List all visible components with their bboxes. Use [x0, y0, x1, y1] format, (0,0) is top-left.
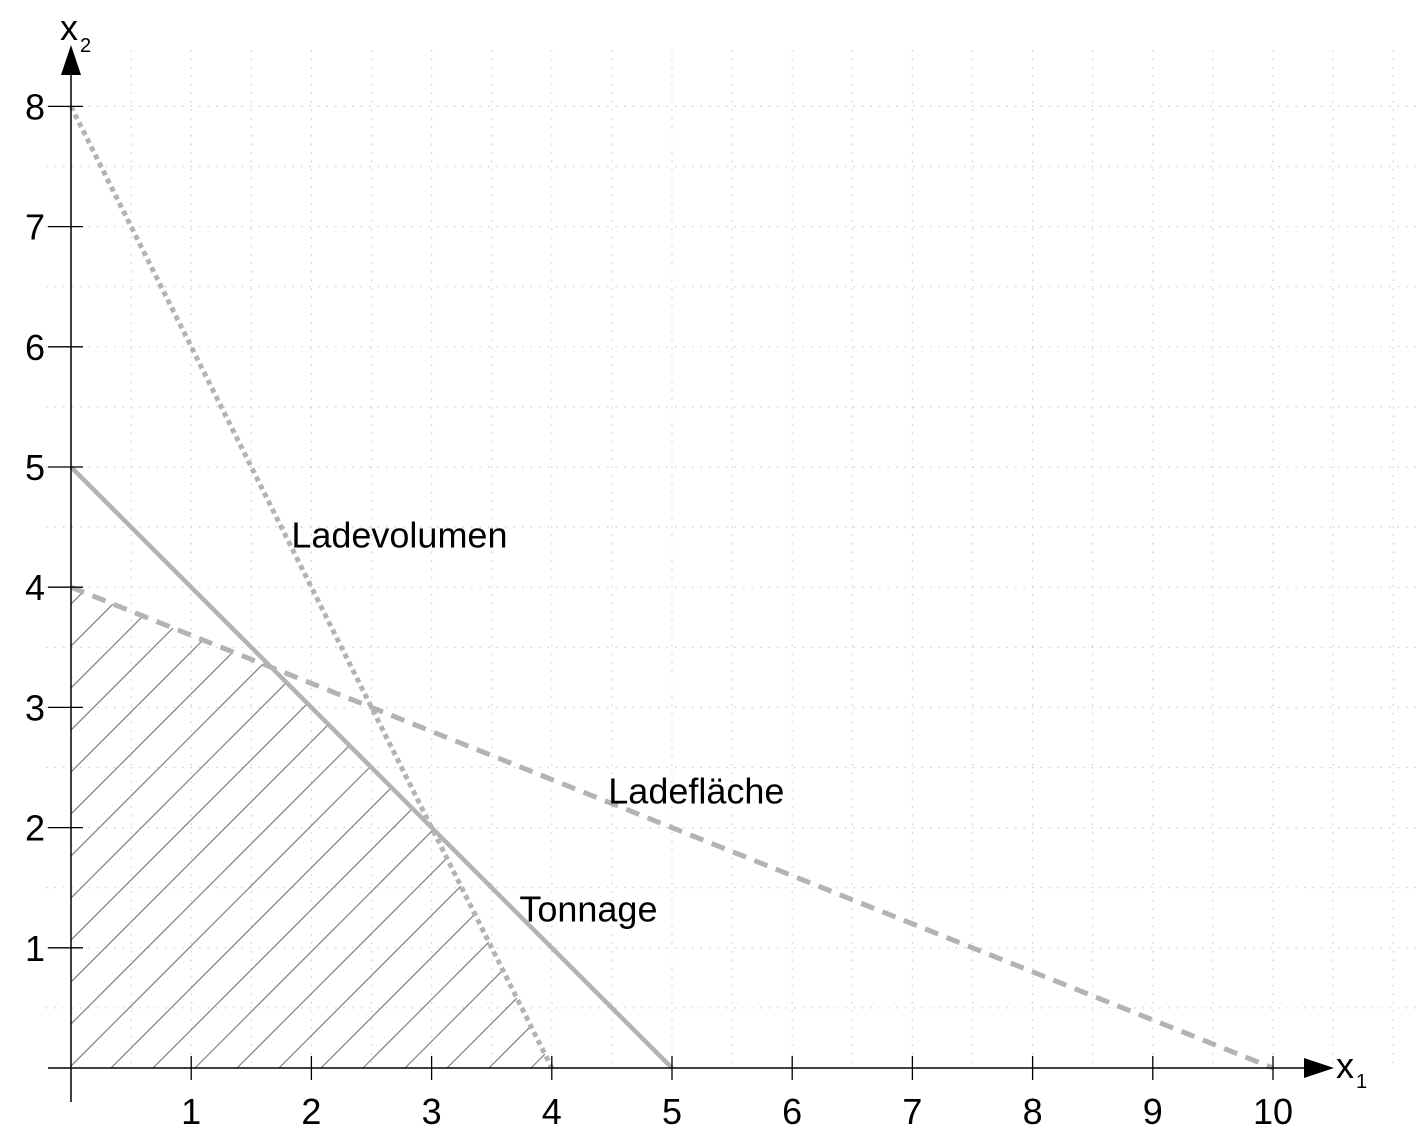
hatch-line: [530, 587, 552, 1068]
hatch-line: [993, 368, 1426, 1068]
y-axis-label-sub: 2: [80, 35, 91, 57]
y-tick-label: 4: [25, 567, 45, 608]
series-line-ladevolumen: [68, 105, 555, 1070]
hatch-line: [1413, 368, 1426, 1068]
ticks: [48, 105, 1274, 1080]
x-tick-label: 10: [1253, 1091, 1293, 1132]
y-tick-label: 1: [25, 928, 45, 969]
hatch-line: [909, 368, 1426, 1068]
hatch-line: [71, 587, 552, 1068]
hatch-line: [1203, 368, 1426, 1068]
hatch-line: [71, 587, 476, 1068]
hatch-line: [741, 368, 1426, 1068]
hatch-line: [320, 587, 552, 1068]
x-tick-label: 8: [1023, 1091, 1043, 1132]
annotation-tonnage: Tonnage: [519, 888, 657, 929]
grid: [46, 50, 1420, 1068]
hatch-line: [71, 587, 552, 1068]
x-tick-label: 3: [422, 1091, 442, 1132]
hatch-line: [71, 587, 434, 1068]
hatch-line: [1119, 368, 1426, 1068]
y-tick-label: 5: [25, 447, 45, 488]
hatch-line: [71, 587, 140, 1068]
hatch-line: [446, 587, 552, 1068]
y-axis-label-base: x: [60, 7, 78, 48]
hatch-line: [362, 587, 552, 1068]
hatch-line: [110, 587, 552, 1068]
hatch-line: [951, 368, 1426, 1068]
series-line-ladeflaeche: [70, 584, 1274, 1071]
y-axis-arrowhead-icon: [61, 45, 81, 75]
annotation-ladeflaeche: Ladefläche: [608, 771, 784, 812]
annotation-ladevolumen: Ladevolumen: [291, 515, 507, 556]
hatch-line: [71, 587, 392, 1068]
hatch-line: [404, 587, 552, 1068]
y-tick-label: 3: [25, 687, 45, 728]
hatch-line: [657, 368, 1357, 1068]
x-axis-label-sub: 1: [1356, 1071, 1367, 1093]
x-axis-arrowhead-icon: [1304, 1058, 1334, 1078]
hatch-line: [71, 587, 552, 1068]
hatch-line: [71, 587, 518, 1068]
hatch-line: [71, 587, 552, 1068]
hatch-line: [71, 587, 552, 1068]
y-tick-label: 8: [25, 86, 45, 127]
hatch-line: [278, 587, 552, 1068]
y-tick-label: 2: [25, 808, 45, 849]
x-tick-label: 2: [301, 1091, 321, 1132]
hatch-line: [71, 587, 308, 1068]
x-tick-label: 1: [181, 1091, 201, 1132]
hatch-line: [783, 368, 1426, 1068]
constraint-lines: [68, 105, 1274, 1071]
y-tick-label: 7: [25, 207, 45, 248]
x-tick-label: 5: [662, 1091, 682, 1132]
hatch-line: [1245, 368, 1426, 1068]
hatch-line: [699, 368, 1399, 1068]
feasible-region-hatching: [0, 368, 1426, 1068]
hatch-line: [1371, 368, 1426, 1068]
hatch-line: [615, 368, 1315, 1068]
hatch-line: [1077, 368, 1426, 1068]
feasible-region: [0, 368, 1426, 1068]
y-tick-label: 6: [25, 327, 45, 368]
x-tick-label: 6: [782, 1091, 802, 1132]
series-line-tonnage: [69, 465, 674, 1070]
x-tick-label: 9: [1143, 1091, 1163, 1132]
hatch-line: [152, 587, 552, 1068]
axes: [48, 45, 1334, 1102]
hatch-line: [194, 587, 552, 1068]
hatch-line: [867, 368, 1426, 1068]
hatch-line: [573, 368, 1273, 1068]
hatch-line: [0, 368, 13, 1068]
x-tick-label: 7: [902, 1091, 922, 1132]
x-axis-label-base: x: [1336, 1045, 1354, 1086]
hatch-line: [825, 368, 1426, 1068]
hatch-line: [1035, 368, 1426, 1068]
hatch-line: [1329, 368, 1426, 1068]
hatch-line: [1287, 368, 1426, 1068]
hatch-line: [488, 587, 552, 1068]
x-tick-label: 4: [542, 1091, 562, 1132]
hatch-line: [236, 587, 552, 1068]
hatch-line: [1161, 368, 1426, 1068]
